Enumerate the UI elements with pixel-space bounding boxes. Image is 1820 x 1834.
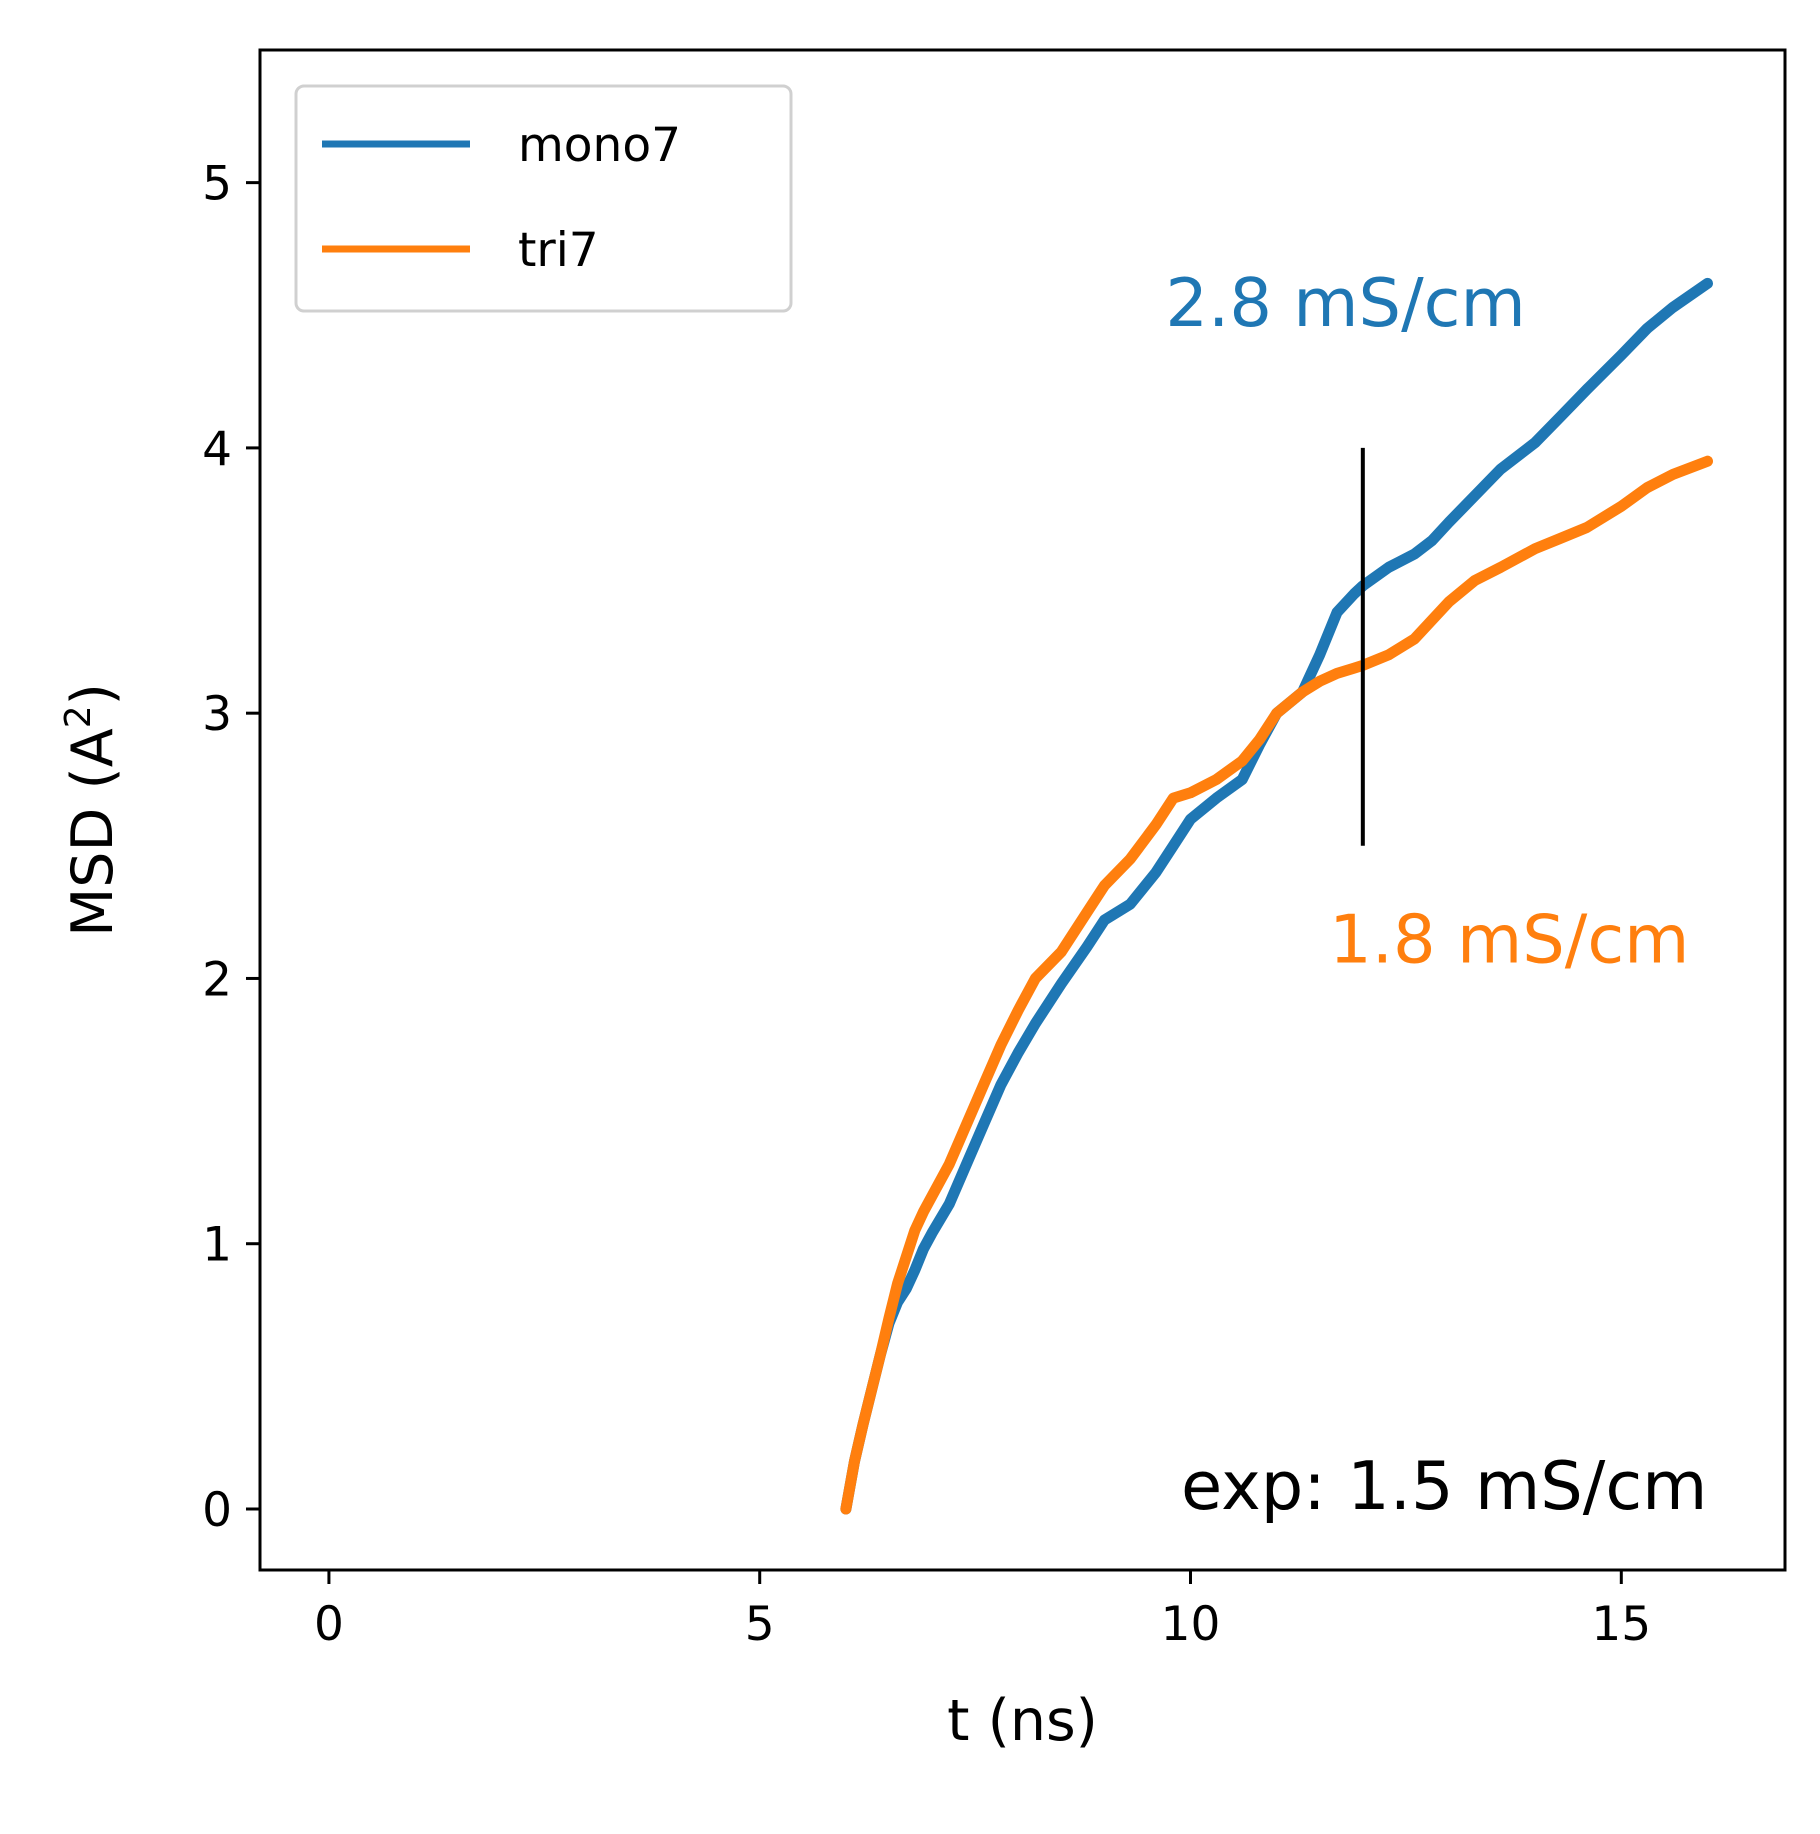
annotation-2: 1.8 mS/cm [1329, 901, 1689, 979]
y-tick-label: 4 [202, 422, 232, 477]
series-line-mono7 [840, 277, 1713, 1515]
y-tick-label: 0 [202, 1483, 232, 1538]
y-tick-label: 3 [202, 687, 232, 742]
x-tick-label: 15 [1591, 1597, 1651, 1652]
annotations-layer: 2.8 mS/cm 1.8 mS/cm exp: 1.5 mS/cm [1165, 264, 1707, 1525]
y-axis-title-main: MSD (A [60, 728, 126, 937]
y-tick-label: 2 [202, 952, 232, 1007]
x-tick-label: 5 [745, 1597, 775, 1652]
x-tick-label: 10 [1161, 1597, 1221, 1652]
annotation-1: 2.8 mS/cm [1165, 264, 1525, 342]
y-axis-ticks: 0 1 2 3 4 5 [202, 157, 260, 1538]
annotation-3: exp: 1.5 mS/cm [1181, 1447, 1707, 1525]
y-axis-title: MSD (A2) [58, 683, 126, 937]
series-layer [840, 277, 1713, 1515]
x-axis-title: t (ns) [947, 1688, 1098, 1754]
x-tick-label: 0 [314, 1597, 344, 1652]
plot-frame [258, 48, 1787, 1572]
y-tick-label: 5 [202, 157, 232, 212]
legend: mono7 tri7 [294, 84, 793, 313]
y-axis-title-close: ) [60, 683, 126, 705]
y-axis-title-superscript: 2 [58, 705, 99, 728]
series-line-tri7 [840, 455, 1713, 1515]
legend-label-tri7: tri7 [518, 223, 599, 278]
legend-label-mono7: mono7 [518, 118, 681, 173]
x-axis-ticks: 0 5 10 15 [314, 1570, 1651, 1652]
y-tick-label: 1 [202, 1218, 232, 1273]
